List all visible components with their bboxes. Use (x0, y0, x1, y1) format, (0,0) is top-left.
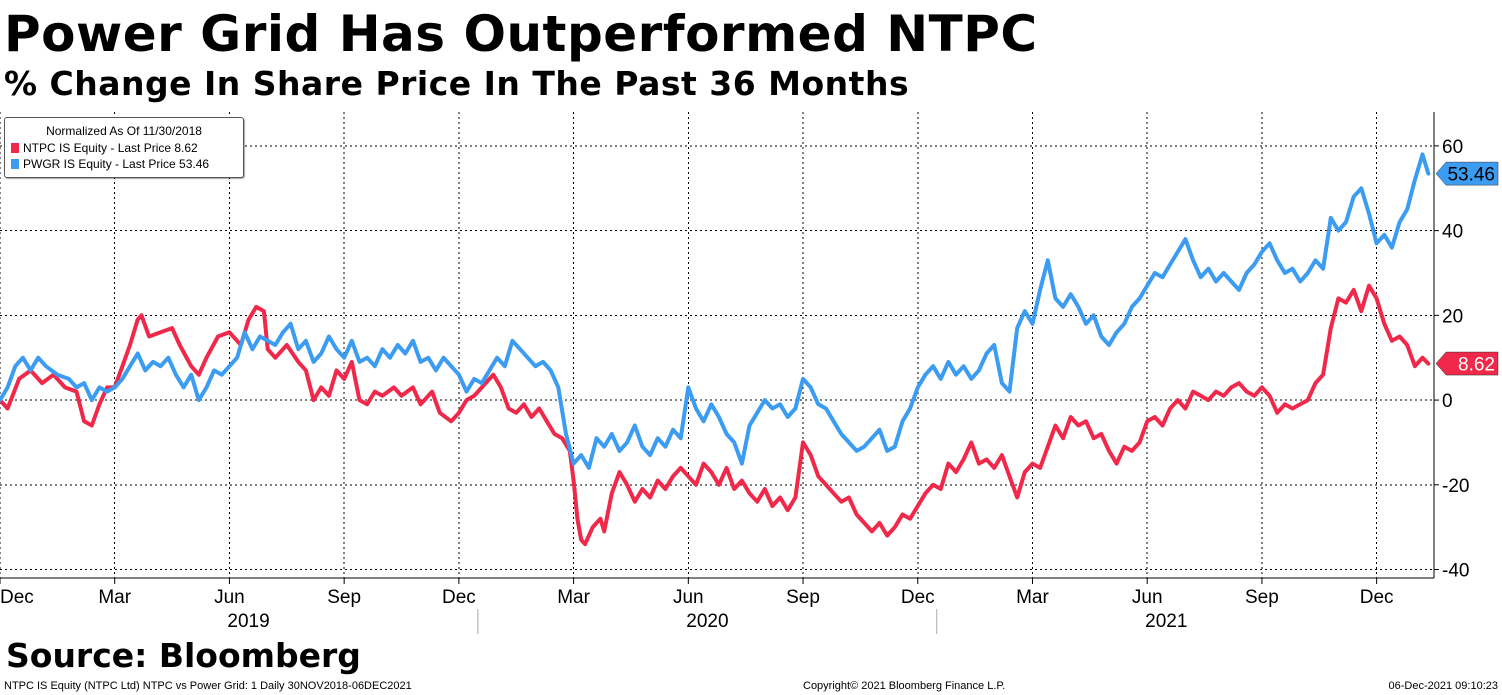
x-year-label: 2020 (686, 611, 728, 632)
y-tick-label: 0 (1442, 391, 1453, 412)
legend-header: Normalized As Of 11/30/2018 (46, 124, 202, 138)
y-tick-label: 40 (1442, 222, 1463, 243)
legend-label-pwgr: PWGR IS Equity - Last Price 53.46 (23, 157, 210, 171)
footer-timestamp: 06-Dec-2021 09:10:23 (1388, 680, 1498, 692)
source-note: Source: Bloomberg (6, 636, 361, 675)
x-tick-label: Jun (1132, 587, 1163, 608)
x-year-label: 2021 (1145, 611, 1187, 632)
y-tick-label: -40 (1442, 561, 1469, 582)
y-tick-label: -20 (1442, 476, 1469, 497)
y-tick-label: 60 (1442, 137, 1463, 158)
last-price-tag-ntpc-box (1435, 351, 1499, 376)
last-price-tag-pwgr-box (1435, 161, 1499, 186)
x-tick-label: Jun (214, 587, 245, 608)
legend: Normalized As Of 11/30/2018 NTPC IS Equi… (4, 117, 244, 178)
x-tick-label: Mar (557, 587, 590, 608)
x-tick-label: Sep (786, 587, 820, 608)
line-chart: 60 40 20 0 -20 -40 Dec Mar Jun Sep Dec Mar Jun Sep Dec… (0, 112, 1499, 634)
last-price-tag-pwgr-label: 53.46 (1447, 165, 1495, 186)
legend-swatch-pwgr (11, 159, 19, 169)
x-tick-label: Dec (1360, 587, 1394, 608)
chart-title: Power Grid Has Outperformed NTPC (4, 5, 1038, 63)
legend-swatch-ntpc (11, 143, 19, 153)
legend-item-pwgr: PWGR IS Equity - Last Price 53.46 (11, 157, 209, 172)
x-year-label: 2019 (227, 611, 269, 632)
x-tick-label: Dec (901, 587, 935, 608)
x-tick-label: Mar (1016, 587, 1049, 608)
x-tick-label: Mar (98, 587, 131, 608)
series-line-ntpc (0, 283, 1431, 547)
x-tick-label: Sep (327, 587, 361, 608)
x-tick-label: Dec (0, 587, 34, 608)
footer-copyright: Copyright© 2021 Bloomberg Finance L.P. (803, 680, 1006, 692)
x-tick-label: Sep (1245, 587, 1279, 608)
x-tick-label: Dec (442, 587, 476, 608)
legend-item-ntpc: NTPC IS Equity - Last Price 8.62 (11, 141, 198, 156)
legend-label-ntpc: NTPC IS Equity - Last Price 8.62 (23, 141, 198, 155)
footer-security-info: NTPC IS Equity (NTPC Ltd) NTPC vs Power … (4, 680, 412, 692)
x-tick-label: Jun (673, 587, 704, 608)
series-line-pwgr (0, 152, 1431, 470)
y-tick-label: 20 (1442, 306, 1463, 327)
chart-subtitle: % Change In Share Price In The Past 36 M… (4, 64, 910, 103)
last-price-tag-ntpc-label: 8.62 (1458, 355, 1495, 376)
